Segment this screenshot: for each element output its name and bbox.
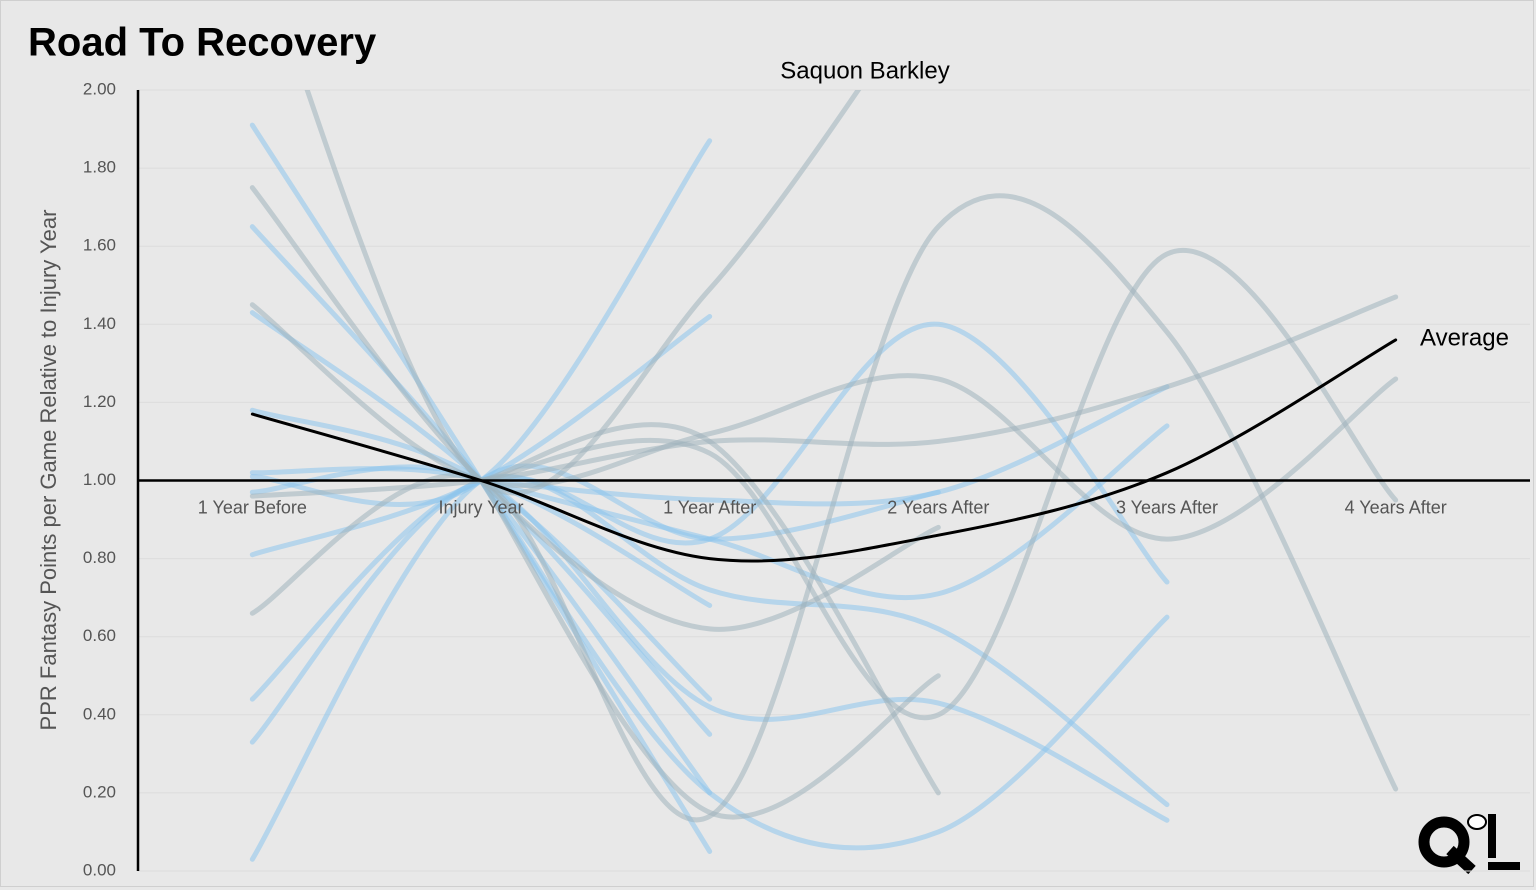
y-tick-label: 0.00 <box>83 860 116 879</box>
y-tick-label: 1.20 <box>83 392 116 411</box>
y-axis-label: PPR Fantasy Points per Game Relative to … <box>36 210 61 731</box>
x-tick-label: 4 Years After <box>1345 497 1447 517</box>
player-line <box>478 422 941 796</box>
player-line <box>249 321 1170 702</box>
logo <box>1418 814 1520 875</box>
y-tick-label: 0.40 <box>83 704 116 723</box>
x-tick-label: 1 Year After <box>663 497 756 517</box>
player-line <box>478 478 941 820</box>
y-tick-label: 1.80 <box>83 158 116 177</box>
player-line <box>249 474 1170 808</box>
y-tick-label: 0.80 <box>83 548 116 567</box>
series-label: Average <box>1420 324 1509 351</box>
player-line <box>249 185 941 632</box>
player-line <box>249 463 941 862</box>
x-tick-label: 1 Year Before <box>198 497 307 517</box>
player-line <box>249 464 1170 823</box>
series-label: Saquon Barkley <box>780 57 949 84</box>
player-line <box>478 248 1399 721</box>
average-line <box>250 338 1398 563</box>
player-line <box>249 294 1399 499</box>
y-tick-label: 1.00 <box>83 470 116 489</box>
y-tick-label: 0.60 <box>83 626 116 645</box>
y-tick-label: 2.00 <box>83 79 116 98</box>
y-tick-label: 0.20 <box>83 782 116 801</box>
y-tick-label: 1.40 <box>83 314 116 333</box>
player-line <box>249 302 1399 542</box>
x-tick-label: 3 Years After <box>1116 497 1218 517</box>
player-line <box>304 90 862 496</box>
y-tick-label: 1.60 <box>83 236 116 255</box>
x-tick-label: 2 Years After <box>887 497 989 517</box>
chart-title: Road To Recovery <box>28 21 377 65</box>
x-tick-label: Injury Year <box>438 497 523 517</box>
